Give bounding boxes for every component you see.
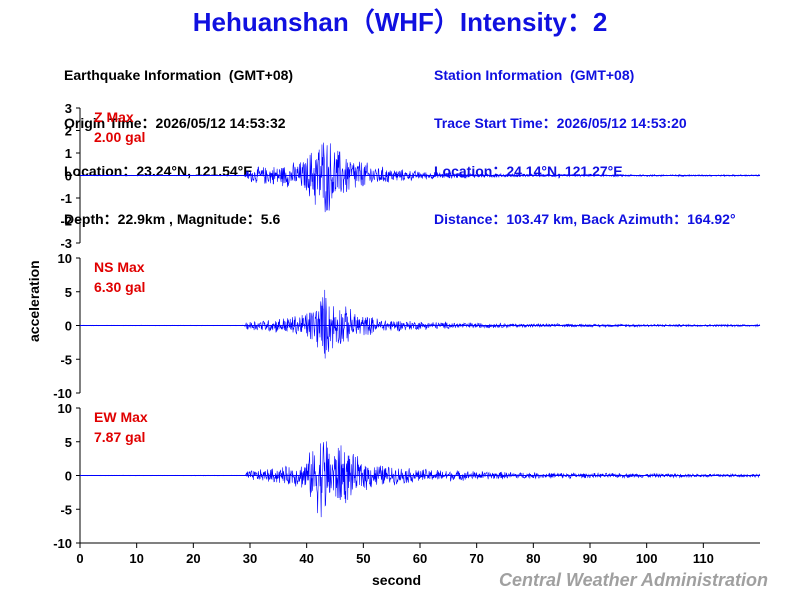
x-tick-label: 50 (356, 551, 370, 566)
x-axis: 0 10 20 30 40 50 60 70 80 90 100 110 (76, 542, 760, 566)
y-tick-label: -10 (53, 386, 72, 401)
station-info: Station Information (GMT+08) Trace Start… (434, 35, 736, 243)
waveform-ew (79, 441, 761, 518)
y-tick-label: 5 (65, 435, 72, 450)
agency-credit: Central Weather Administration (498, 570, 768, 590)
y-tick-label: -10 (53, 536, 72, 551)
x-tick-label: 60 (413, 551, 427, 566)
x-tick-label: 70 (469, 551, 483, 566)
x-tick-label: 40 (299, 551, 313, 566)
x-axis-label: second (372, 572, 422, 588)
max-label-z: Z Max (94, 109, 134, 125)
y-tick-label: 10 (58, 401, 72, 416)
y-tick-label: -5 (60, 352, 72, 367)
max-label-ew: EW Max (94, 409, 148, 425)
y-tick-label: 0 (65, 319, 72, 334)
y-tick-label: 10 (58, 251, 72, 266)
earthquake-info: Earthquake Information (GMT+08) Origin T… (64, 35, 293, 243)
panel-z: 3 2 1 0 -1 -2 -3 Z Max 2.00 gal (60, 101, 761, 251)
x-tick-label: 30 (243, 551, 257, 566)
y-tick-label: -5 (60, 502, 72, 517)
y-tick-label: 1 (65, 146, 72, 161)
y-tick-label: -2 (60, 214, 72, 229)
y-tick-label: 3 (65, 101, 72, 116)
waveform-ns (79, 289, 761, 359)
chart-title: Hehuanshan（WHF）Intensity：2 (192, 7, 608, 37)
y-tick-label: -1 (60, 191, 72, 206)
x-tick-label: 100 (636, 551, 658, 566)
y-tick-label: -3 (60, 236, 72, 251)
y-tick-label: 2 (65, 124, 72, 139)
station-info-header: Station Information (GMT+08) (434, 67, 635, 83)
y-tick-label: 0 (65, 469, 72, 484)
x-tick-label: 90 (583, 551, 597, 566)
max-value-ew: 7.87 gal (94, 429, 145, 445)
y-tick-label: 5 (65, 285, 72, 300)
x-tick-label: 10 (129, 551, 143, 566)
waveform-z (79, 142, 761, 213)
distance-azimuth: Distance：103.47 km, Back Azimuth：164.92° (434, 211, 736, 227)
max-value-ns: 6.30 gal (94, 279, 145, 295)
x-tick-label: 20 (186, 551, 200, 566)
y-tick-label: 0 (65, 169, 72, 184)
y-axis-label: acceleration (26, 260, 42, 342)
origin-time: Origin Time：2026/05/12 14:53:32 (64, 115, 286, 131)
x-tick-label: 0 (76, 551, 83, 566)
panel-ew: 10 5 0 -5 -10 EW Max 7.87 gal (53, 401, 761, 551)
max-label-ns: NS Max (94, 259, 145, 275)
earthquake-info-header: Earthquake Information (GMT+08) (64, 67, 294, 83)
depth-magnitude: Depth：22.9km , Magnitude：5.6 (64, 211, 281, 227)
trace-start-time: Trace Start Time：2026/05/12 14:53:20 (434, 115, 687, 131)
x-tick-label: 110 (693, 551, 714, 566)
x-tick-label: 80 (526, 551, 540, 566)
panel-ns: 10 5 0 -5 -10 NS Max 6.30 gal (53, 251, 761, 401)
max-value-z: 2.00 gal (94, 129, 145, 145)
